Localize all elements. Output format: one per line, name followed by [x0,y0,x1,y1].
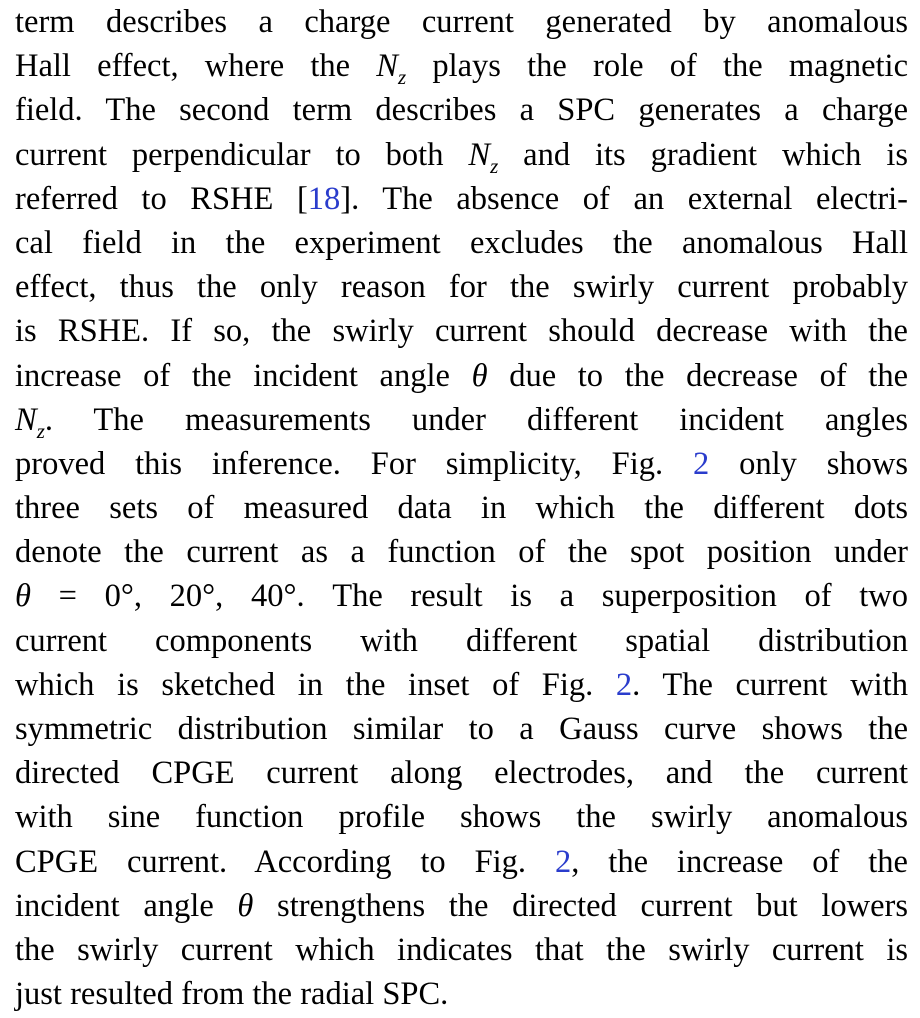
text-run: CPGE current. According to Fig. [15,843,555,880]
text-line: the swirly current which indicates that … [15,928,908,972]
text-line: current perpendicular to both Nz and its… [15,133,908,177]
math-symbol: θ [15,578,31,615]
text-line: three sets of measured data in which the… [15,486,908,530]
paper-body-text: term describes a charge current generate… [15,0,908,1016]
math-symbol: N [15,401,37,438]
text-run: denote the current as a function of the … [15,534,908,571]
text-run: current perpendicular to both [15,136,469,173]
text-run: effect, thus the only reason for the swi… [15,269,908,306]
text-run: due to the decrease of the [487,357,908,394]
text-line: which is sketched in the inset of Fig. 2… [15,663,908,707]
text-line: with sine function profile shows the swi… [15,795,908,839]
text-line: increase of the incident angle θ due to … [15,354,908,398]
text-run: cal field in the experiment excludes the… [15,224,908,261]
text-line: referred to RSHE [18]. The absence of an… [15,177,908,221]
text-run: directed CPGE current along electrodes, … [15,755,908,792]
text-run: only shows [709,445,908,482]
text-run: symmetric distribution similar to a Gaus… [15,711,908,747]
text-run: ]. The absence of an external electri- [340,180,908,217]
math-symbol: N [376,48,398,85]
math-symbol: N [468,136,491,173]
math-subscript: z [490,153,499,178]
text-run: just resulted from the radial SPC. [15,976,449,1013]
text-run: which is sketched in the inset of Fig. [15,666,616,703]
text-line: proved this inference. For simplicity, F… [15,442,908,486]
text-run: proved this inference. For simplicity, F… [15,445,693,482]
text-run: increase of the incident angle [15,357,472,394]
text-run: . The measurements under different incid… [44,401,908,438]
text-run: field. The second term describes a SPC g… [15,92,908,129]
text-line: just resulted from the radial SPC. [15,972,908,1016]
text-run: incident angle [15,887,238,924]
text-line: Hall effect, where the Nz plays the role… [15,44,908,88]
text-run: term describes a charge current generate… [15,4,908,40]
text-run: , the increase of the [571,843,908,880]
text-run: the swirly current which indicates that … [15,931,908,968]
text-run: . The current with [632,666,908,703]
reference-link[interactable]: 18 [307,180,341,217]
reference-link[interactable]: 2 [615,666,633,703]
text-line: is RSHE. If so, the swirly current shoul… [15,309,908,353]
text-line: current components with different spatia… [15,619,908,663]
text-line: effect, thus the only reason for the swi… [15,265,908,309]
text-run: three sets of measured data in which the… [15,490,908,527]
text-line: symmetric distribution similar to a Gaus… [15,707,908,751]
text-line: incident angle θ strengthens the directe… [15,884,908,928]
text-line: Nz. The measurements under different inc… [15,398,908,442]
text-line: denote the current as a function of the … [15,530,908,574]
text-line: θ = 0°, 20°, 40°. The result is a superp… [15,574,908,618]
text-run: and its gradient which is [498,136,908,173]
text-line: field. The second term describes a SPC g… [15,88,908,132]
text-run: plays the role of the magnetic [406,48,908,85]
text-line: directed CPGE current along electrodes, … [15,751,908,795]
math-subscript: z [36,418,45,443]
text-run: Hall effect, where the [15,48,377,85]
text-run: is RSHE. If so, the swirly current shoul… [15,313,908,350]
text-run: strengthens the directed current but low… [253,887,908,924]
text-line: cal field in the experiment excludes the… [15,221,908,265]
text-line: CPGE current. According to Fig. 2, the i… [15,840,908,884]
math-symbol: θ [237,887,254,924]
text-line: term describes a charge current generate… [15,0,908,44]
text-run: current components with different spatia… [15,622,908,659]
reference-link[interactable]: 2 [692,445,710,482]
text-run: = 0°, 20°, 40°. The result is a superpos… [30,578,908,615]
math-symbol: θ [471,357,488,394]
text-run: referred to RSHE [ [15,180,308,217]
text-run: with sine function profile shows the swi… [15,799,908,836]
reference-link[interactable]: 2 [554,843,572,880]
math-subscript: z [397,65,407,90]
